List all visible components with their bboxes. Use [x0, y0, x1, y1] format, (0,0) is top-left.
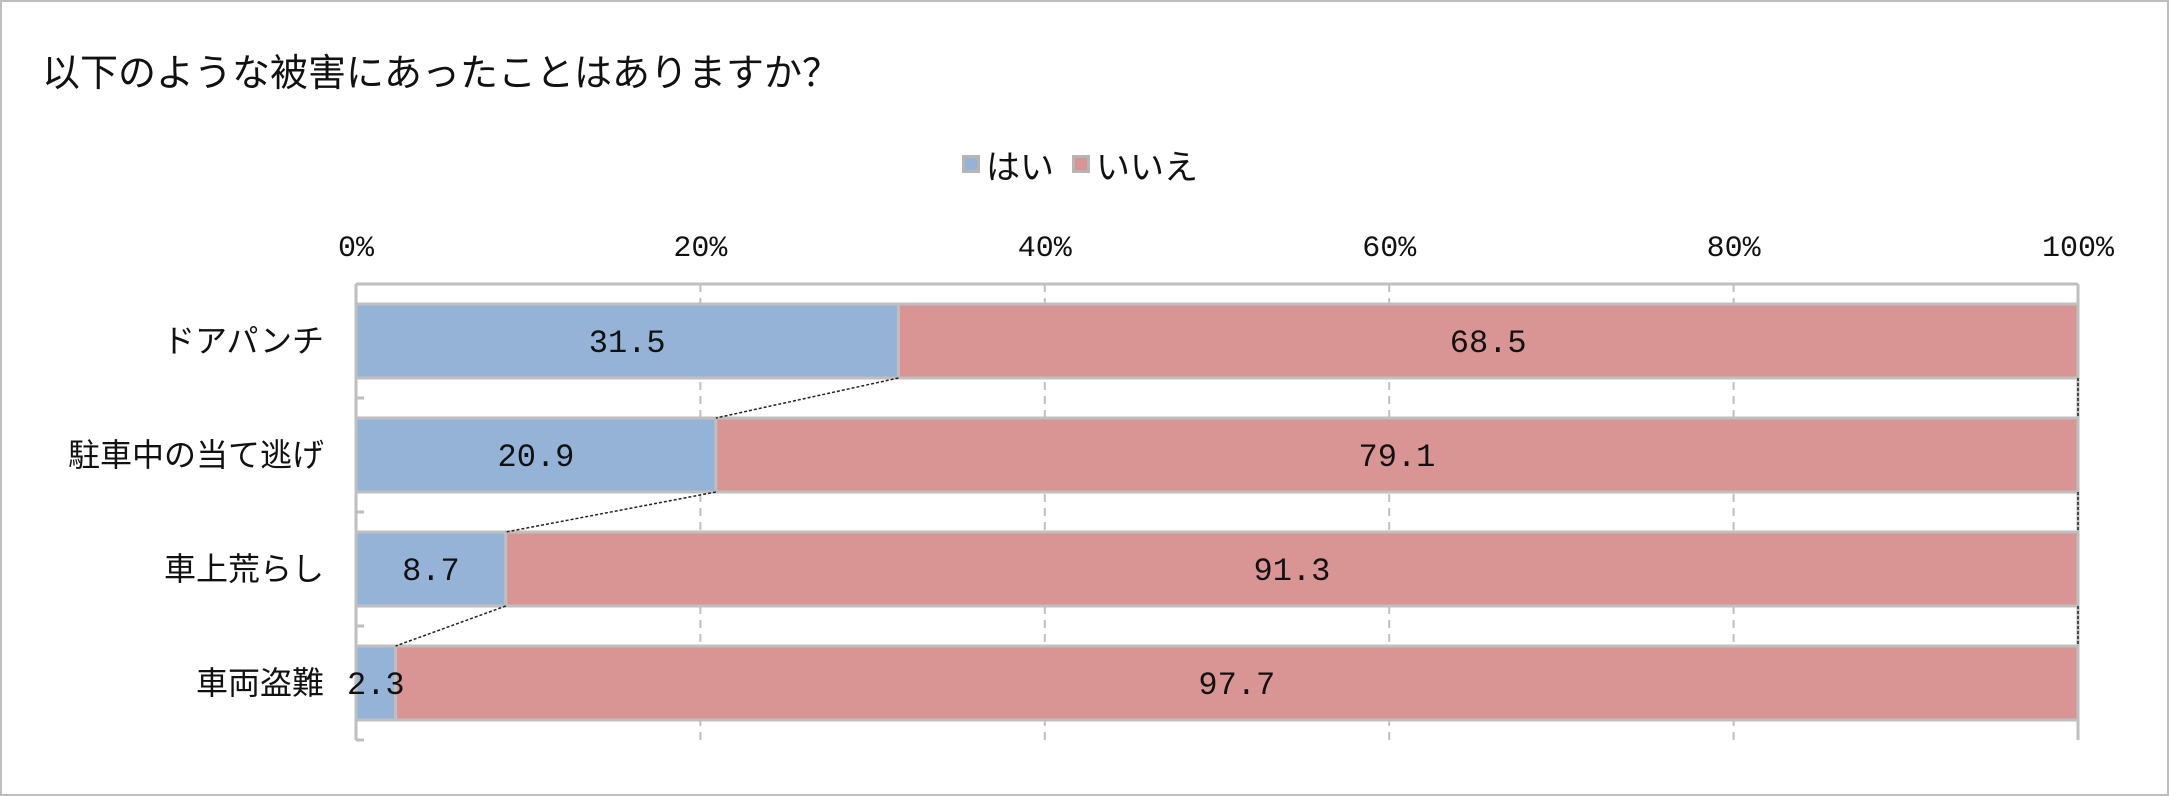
category-label: 車上荒らし [164, 550, 324, 588]
data-label-yes: 20.9 [498, 439, 575, 476]
data-label-yes: 8.7 [402, 553, 460, 590]
legend: はい いいえ [962, 139, 1198, 189]
bar-no [896, 302, 2080, 380]
bar-yes [354, 416, 718, 494]
legend-label-yes: はい [986, 147, 1054, 188]
series-line [395, 605, 507, 647]
legend-swatch-no [1072, 155, 1090, 173]
x-tick-label: 0% [338, 232, 375, 266]
legend-item-no: いいえ [1072, 140, 1198, 189]
category-label: 駐車中の当て逃げ [68, 436, 324, 474]
series-line [715, 377, 899, 419]
series-line [505, 491, 717, 533]
bar-no [394, 644, 2080, 722]
bar-yes [354, 644, 398, 722]
x-tick-label: 40% [1018, 232, 1073, 266]
x-tick-label: 60% [1362, 232, 1417, 266]
data-label-no: 91.3 [1254, 553, 1331, 590]
chart-title: 以下のような被害にあったことはありますか？ [42, 51, 841, 95]
category-label: 車両盗難 [196, 664, 324, 702]
legend-swatch-yes [962, 155, 980, 173]
category-label: ドアパンチ [163, 322, 324, 360]
bar-no [504, 530, 2080, 608]
x-tick-label: 20% [673, 232, 728, 266]
data-label-no: 97.7 [1198, 667, 1275, 704]
data-label-yes: 31.5 [589, 325, 666, 362]
bar-no [714, 416, 2080, 494]
data-label-no: 79.1 [1359, 439, 1436, 476]
legend-item-yes: はい [962, 140, 1054, 189]
data-label-yes: 2.3 [347, 667, 405, 704]
legend-label-no: いいえ [1096, 147, 1198, 188]
x-tick-label: 100% [2042, 232, 2115, 266]
data-label-no: 68.5 [1450, 325, 1527, 362]
x-tick-label: 80% [1707, 232, 1762, 266]
